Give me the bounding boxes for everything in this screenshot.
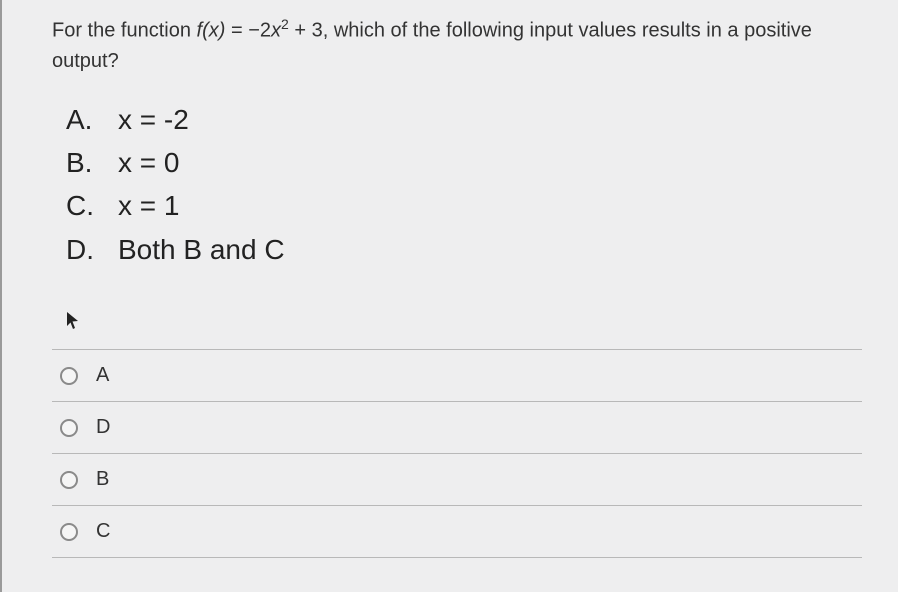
question-rhs-a: −2 [248, 20, 271, 42]
radio-icon[interactable] [60, 523, 78, 541]
choice-d: D. Both B and C [66, 228, 862, 271]
choice-text: x = 0 [118, 141, 179, 184]
radio-icon[interactable] [60, 419, 78, 437]
choice-letter: A. [66, 98, 100, 141]
question-rhs-var: x [271, 20, 281, 42]
choice-c: C. x = 1 [66, 184, 862, 227]
choice-b: B. x = 0 [66, 141, 862, 184]
choice-text: Both B and C [118, 228, 285, 271]
cursor-icon [66, 311, 80, 331]
question-rhs-b: + 3 [289, 20, 323, 42]
choice-letter: B. [66, 141, 100, 184]
radio-icon[interactable] [60, 471, 78, 489]
answer-option-b[interactable]: B [52, 454, 862, 506]
question-text: For the function f(x) = −2x2 + 3, which … [52, 14, 852, 76]
question-prefix: For the function [52, 20, 197, 42]
choice-text: x = -2 [118, 98, 189, 141]
answer-label: C [96, 520, 110, 543]
radio-icon[interactable] [60, 367, 78, 385]
choice-a: A. x = -2 [66, 98, 862, 141]
answer-option-d[interactable]: D [52, 402, 862, 454]
answer-label: B [96, 468, 109, 491]
quiz-panel: For the function f(x) = −2x2 + 3, which … [0, 0, 898, 592]
choice-text: x = 1 [118, 184, 179, 227]
choice-list: A. x = -2 B. x = 0 C. x = 1 D. Both B an… [52, 98, 862, 272]
answer-label: A [96, 364, 109, 387]
choice-letter: D. [66, 228, 100, 271]
answer-option-a[interactable]: A [52, 350, 862, 402]
question-rhs-exp: 2 [281, 16, 289, 32]
choice-letter: C. [66, 184, 100, 227]
answer-options: A D B C [52, 349, 862, 558]
answer-label: D [96, 416, 110, 439]
question-equals: = [225, 20, 248, 42]
question-function-lhs: f(x) [197, 20, 226, 42]
answer-option-c[interactable]: C [52, 506, 862, 558]
